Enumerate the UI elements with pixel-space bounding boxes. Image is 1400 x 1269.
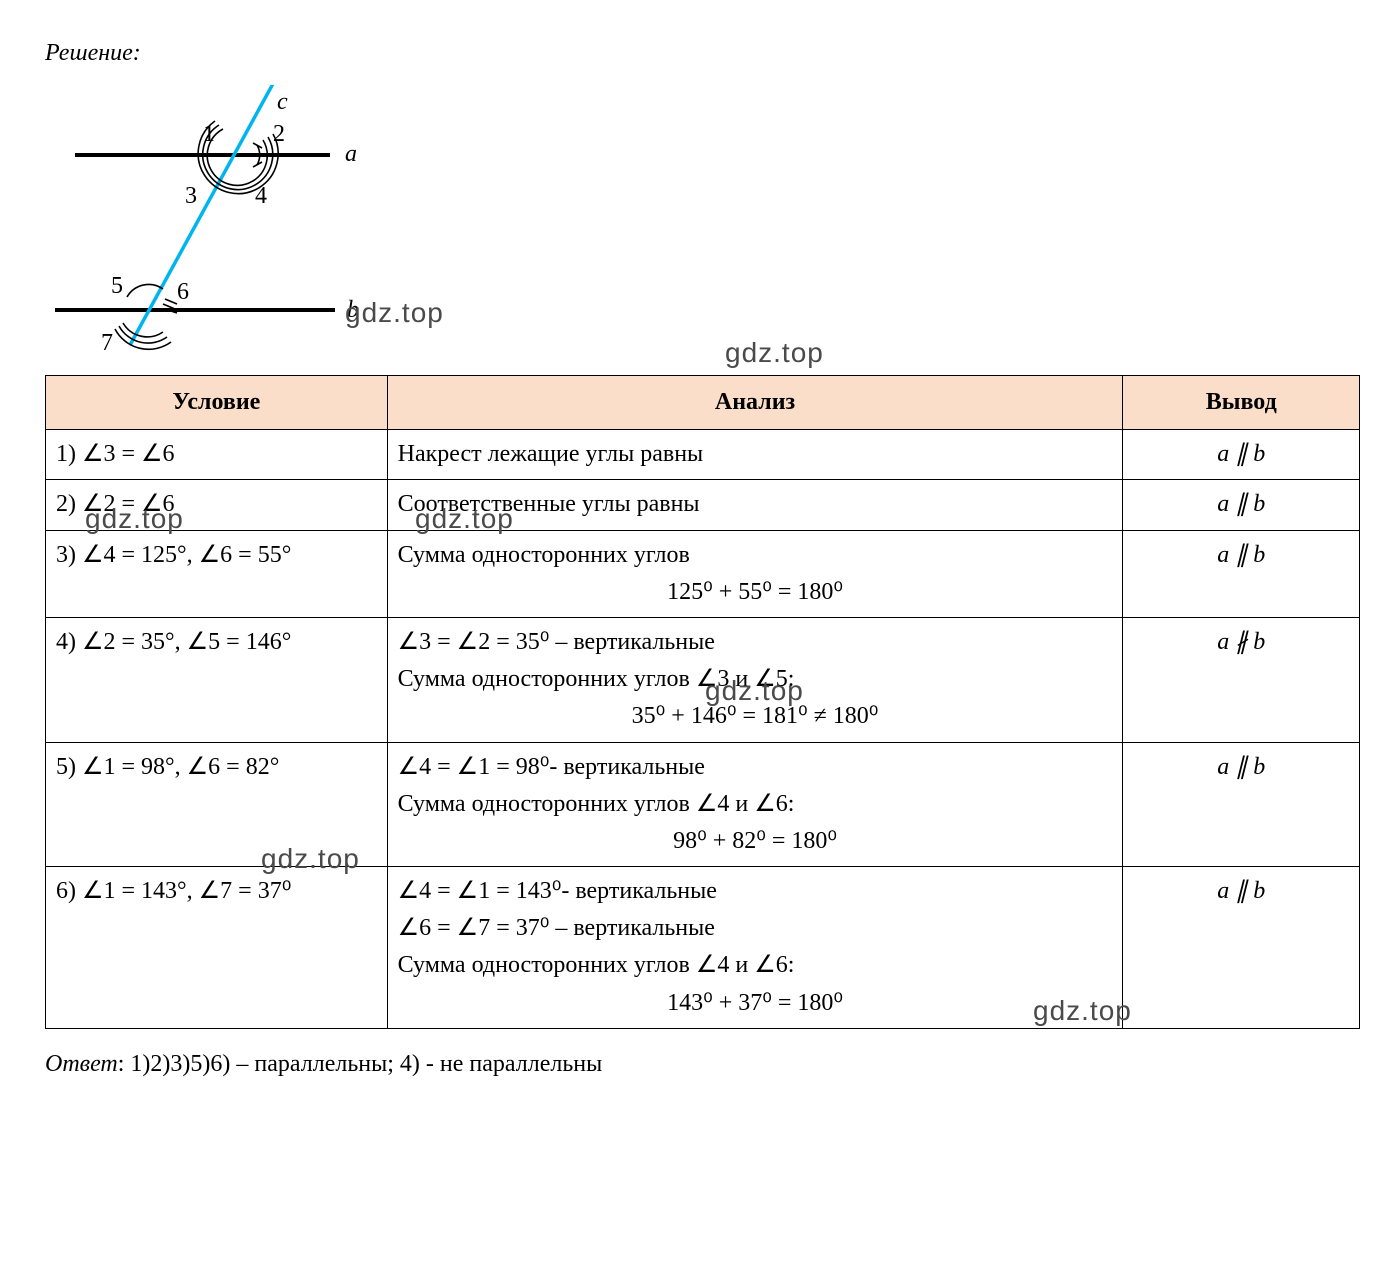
- geometry-diagram: c a b 1 2 3 4 5 6 7: [45, 85, 465, 355]
- cell-analysis: ∠3 = ∠2 = 35⁰ – вертикальныеСумма одност…: [387, 617, 1123, 742]
- svg-text:5: 5: [111, 273, 123, 299]
- cell-analysis: Накрест лежащие углы равны: [387, 430, 1123, 480]
- col-analysis: Анализ: [387, 376, 1123, 430]
- diagram-labels: c a b 1 2 3 4 5 6 7: [101, 89, 359, 355]
- cell-analysis: Соответственные углы равны: [387, 480, 1123, 530]
- svg-text:b: b: [347, 297, 359, 323]
- cell-analysis: Сумма односторонних углов125⁰ + 55⁰ = 18…: [387, 530, 1123, 617]
- watermark: gdz.top: [725, 337, 824, 369]
- cell-condition: 5) ∠1 = 98°, ∠6 = 82°: [46, 742, 388, 867]
- table-row: 2) ∠2 = ∠6Соответственные углы равныa ∥ …: [46, 480, 1360, 530]
- cell-conclusion: a ∥ b: [1123, 530, 1360, 617]
- table-header-row: Условие Анализ Вывод: [46, 376, 1360, 430]
- cell-analysis: ∠4 = ∠1 = 143⁰- вертикальные∠6 = ∠7 = 37…: [387, 867, 1123, 1029]
- diagram-svg: c a b 1 2 3 4 5 6 7: [45, 85, 465, 355]
- answer-label: Ответ: [45, 1051, 118, 1077]
- svg-text:6: 6: [177, 279, 189, 305]
- svg-text:1: 1: [203, 121, 215, 147]
- cell-analysis: ∠4 = ∠1 = 98⁰- вертикальныеСумма односто…: [387, 742, 1123, 867]
- table-row: 5) ∠1 = 98°, ∠6 = 82°∠4 = ∠1 = 98⁰- верт…: [46, 742, 1360, 867]
- table-row: 4) ∠2 = 35°, ∠5 = 146°∠3 = ∠2 = 35⁰ – ве…: [46, 617, 1360, 742]
- table-row: 3) ∠4 = 125°, ∠6 = 55°Сумма односторонни…: [46, 530, 1360, 617]
- solution-heading: Решение:: [45, 40, 1360, 67]
- cell-conclusion: a ∥ b: [1123, 742, 1360, 867]
- cell-conclusion: a ∥ b: [1123, 867, 1360, 1029]
- svg-text:4: 4: [255, 183, 267, 209]
- table-row: 6) ∠1 = 143°, ∠7 = 37⁰∠4 = ∠1 = 143⁰- ве…: [46, 867, 1360, 1029]
- col-conclusion: Вывод: [1123, 376, 1360, 430]
- answer-line: Ответ: 1)2)3)5)6) – параллельны; 4) - не…: [45, 1051, 1360, 1078]
- svg-text:a: a: [345, 141, 357, 167]
- svg-text:3: 3: [185, 183, 197, 209]
- cell-conclusion: a ∥ b: [1123, 430, 1360, 480]
- cell-condition: 4) ∠2 = 35°, ∠5 = 146°: [46, 617, 388, 742]
- cell-condition: 6) ∠1 = 143°, ∠7 = 37⁰: [46, 867, 388, 1029]
- answer-text: : 1)2)3)5)6) – параллельны; 4) - не пара…: [118, 1051, 603, 1077]
- svg-text:7: 7: [101, 330, 113, 355]
- cell-condition: 2) ∠2 = ∠6: [46, 480, 388, 530]
- svg-text:2: 2: [273, 121, 285, 147]
- cell-conclusion: a ∥ b: [1123, 480, 1360, 530]
- cell-condition: 3) ∠4 = 125°, ∠6 = 55°: [46, 530, 388, 617]
- table-row: 1) ∠3 = ∠6Накрест лежащие углы равныa ∥ …: [46, 430, 1360, 480]
- analysis-table-wrap: gdz.topgdz.topgdz.topgdz.topgdz.top Усло…: [45, 375, 1360, 1029]
- cell-conclusion: a ∦ b: [1123, 617, 1360, 742]
- col-condition: Условие: [46, 376, 388, 430]
- cell-condition: 1) ∠3 = ∠6: [46, 430, 388, 480]
- table-body: 1) ∠3 = ∠6Накрест лежащие углы равныa ∥ …: [46, 430, 1360, 1029]
- svg-text:c: c: [277, 89, 288, 115]
- analysis-table: Условие Анализ Вывод 1) ∠3 = ∠6Накрест л…: [45, 375, 1360, 1029]
